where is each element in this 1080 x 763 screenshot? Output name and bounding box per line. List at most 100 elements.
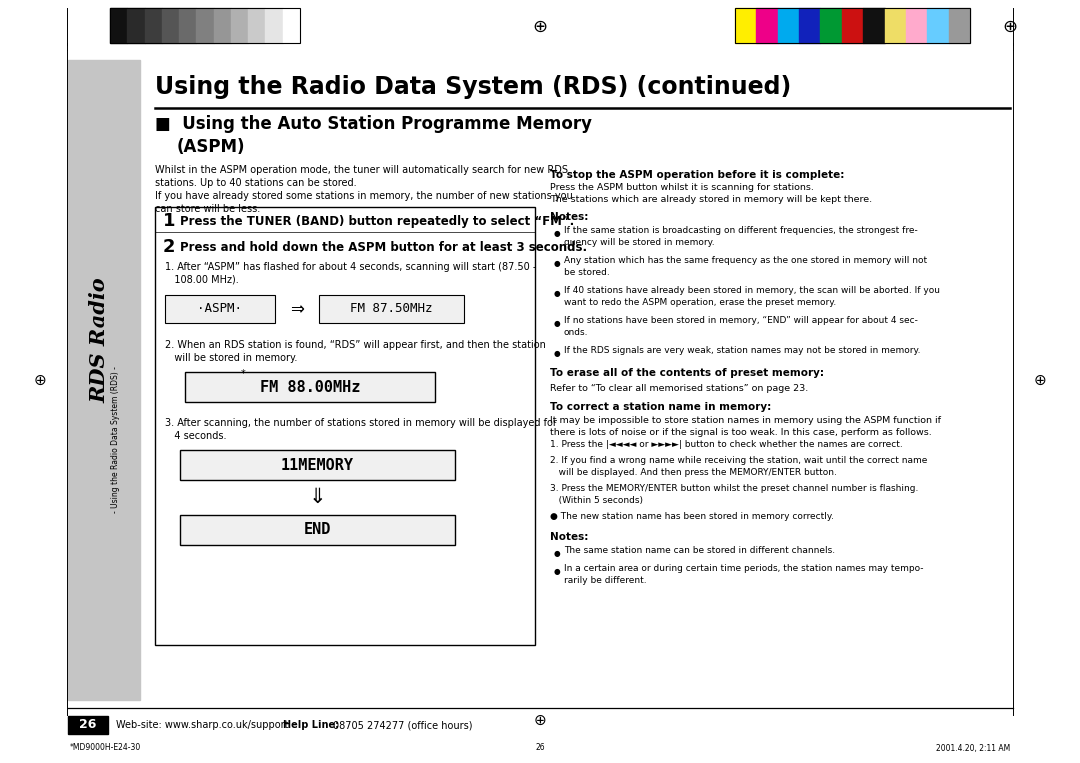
Text: will be displayed. And then press the MEMORY/ENTER button.: will be displayed. And then press the ME… <box>550 468 837 477</box>
Text: (ASPM): (ASPM) <box>177 138 245 156</box>
Text: The same station name can be stored in different channels.: The same station name can be stored in d… <box>564 546 835 555</box>
Text: stations. Up to 40 stations can be stored.: stations. Up to 40 stations can be store… <box>156 178 356 188</box>
Text: In a certain area or during certain time periods, the station names may tempo-: In a certain area or during certain time… <box>564 564 923 573</box>
Bar <box>110 8 127 43</box>
Bar <box>68 60 140 700</box>
Text: ● The new station name has been stored in memory correctly.: ● The new station name has been stored i… <box>550 512 834 521</box>
Bar <box>156 207 535 645</box>
Text: If you have already stored some stations in memory, the number of new stations y: If you have already stored some stations… <box>156 191 572 201</box>
Text: can store will be less.: can store will be less. <box>156 204 260 214</box>
Bar <box>165 295 275 323</box>
Text: Refer to “To clear all memorised stations” on page 23.: Refer to “To clear all memorised station… <box>550 384 808 393</box>
Bar <box>799 8 821 43</box>
Text: FM 88.00MHz: FM 88.00MHz <box>260 379 361 394</box>
Text: ●: ● <box>554 319 561 328</box>
Text: 2: 2 <box>163 238 175 256</box>
Text: want to redo the ASPM operation, erase the preset memory.: want to redo the ASPM operation, erase t… <box>564 298 836 307</box>
Text: FM 87.50MHz: FM 87.50MHz <box>350 302 433 315</box>
Text: 2. If you find a wrong name while receiving the station, wait until the correct : 2. If you find a wrong name while receiv… <box>550 456 928 465</box>
Bar <box>841 8 863 43</box>
Text: 2001.4.20, 2:11 AM: 2001.4.20, 2:11 AM <box>935 743 1010 752</box>
Text: ⊕: ⊕ <box>33 372 46 388</box>
Text: Web-site: www.sharp.co.uk/support: Web-site: www.sharp.co.uk/support <box>116 720 288 730</box>
Text: ●: ● <box>554 349 561 358</box>
Text: 1. After “ASPM” has flashed for about 4 seconds, scanning will start (87.50 -: 1. After “ASPM” has flashed for about 4 … <box>165 262 537 272</box>
Text: ●: ● <box>554 259 561 268</box>
Text: 4 seconds.: 4 seconds. <box>165 431 227 441</box>
Text: END: END <box>303 523 332 537</box>
Bar <box>735 8 970 43</box>
Text: quency will be stored in memory.: quency will be stored in memory. <box>564 238 715 247</box>
Text: - Using the Radio Data System (RDS) -: - Using the Radio Data System (RDS) - <box>111 366 121 513</box>
Text: It may be impossible to store station names in memory using the ASPM function if: It may be impossible to store station na… <box>550 416 941 425</box>
Text: ⁎: ⁎ <box>241 366 245 376</box>
Bar <box>68 716 108 734</box>
Text: Using the Radio Data System (RDS) (continued): Using the Radio Data System (RDS) (conti… <box>156 75 792 99</box>
Text: To erase all of the contents of preset memory:: To erase all of the contents of preset m… <box>550 368 824 378</box>
Bar <box>179 8 197 43</box>
Text: If no stations have been stored in memory, “END” will appear for about 4 sec-: If no stations have been stored in memor… <box>564 316 918 325</box>
Text: will be stored in memory.: will be stored in memory. <box>165 353 297 363</box>
Text: 3. After scanning, the number of stations stored in memory will be displayed for: 3. After scanning, the number of station… <box>165 418 557 428</box>
Bar <box>735 8 756 43</box>
Bar <box>197 8 214 43</box>
Text: 3. Press the MEMORY/ENTER button whilst the preset channel number is flashing.: 3. Press the MEMORY/ENTER button whilst … <box>550 484 918 493</box>
Text: Press the ASPM button whilst it is scanning for stations.: Press the ASPM button whilst it is scann… <box>550 183 814 192</box>
Text: ⊕: ⊕ <box>1034 372 1047 388</box>
Bar <box>283 8 300 43</box>
Text: rarily be different.: rarily be different. <box>564 576 647 585</box>
Text: be stored.: be stored. <box>564 268 610 277</box>
Bar <box>266 8 283 43</box>
Bar <box>180 515 455 545</box>
Bar <box>821 8 841 43</box>
Bar <box>778 8 799 43</box>
Bar <box>948 8 970 43</box>
Text: 26: 26 <box>536 743 544 752</box>
Bar <box>928 8 948 43</box>
Bar <box>863 8 885 43</box>
Text: RDS Radio: RDS Radio <box>89 277 109 403</box>
Bar <box>906 8 928 43</box>
Text: 2. When an RDS station is found, “RDS” will appear first, and then the station: 2. When an RDS station is found, “RDS” w… <box>165 340 545 350</box>
Text: Press the TUNER (BAND) button repeatedly to select “FM”.: Press the TUNER (BAND) button repeatedly… <box>180 215 575 228</box>
Bar <box>162 8 179 43</box>
Bar <box>185 372 435 402</box>
Text: 1: 1 <box>163 212 175 230</box>
Bar <box>319 295 464 323</box>
Text: ●: ● <box>554 229 561 238</box>
Text: 1. Press the |◄◄◄◄ or ►►►►| button to check whether the names are correct.: 1. Press the |◄◄◄◄ or ►►►►| button to ch… <box>550 440 903 449</box>
Bar <box>145 8 162 43</box>
Text: If the same station is broadcasting on different frequencies, the strongest fre-: If the same station is broadcasting on d… <box>564 226 918 235</box>
Text: ⊕: ⊕ <box>532 18 548 36</box>
Text: ⇓: ⇓ <box>309 487 326 507</box>
Bar <box>214 8 231 43</box>
Bar <box>756 8 778 43</box>
Bar <box>127 8 145 43</box>
Text: Whilst in the ASPM operation mode, the tuner will automatically search for new R: Whilst in the ASPM operation mode, the t… <box>156 165 568 175</box>
Text: ⊕: ⊕ <box>1002 18 1017 36</box>
Text: Press and hold down the ASPM button for at least 3 seconds.: Press and hold down the ASPM button for … <box>180 241 588 254</box>
Bar <box>885 8 906 43</box>
Text: ·ASPM·: ·ASPM· <box>198 302 243 315</box>
Text: To stop the ASPM operation before it is complete:: To stop the ASPM operation before it is … <box>550 170 845 180</box>
Text: Notes:: Notes: <box>550 212 589 222</box>
Text: there is lots of noise or if the signal is too weak. In this case, perform as fo: there is lots of noise or if the signal … <box>550 428 932 437</box>
Text: Help Line:: Help Line: <box>283 720 339 730</box>
Text: ●: ● <box>554 567 561 576</box>
Text: ●: ● <box>554 289 561 298</box>
Text: ■  Using the Auto Station Programme Memory: ■ Using the Auto Station Programme Memor… <box>156 115 592 133</box>
Text: Any station which has the same frequency as the one stored in memory will not: Any station which has the same frequency… <box>564 256 927 265</box>
Text: If the RDS signals are very weak, station names may not be stored in memory.: If the RDS signals are very weak, statio… <box>564 346 920 355</box>
Bar <box>180 450 455 480</box>
Text: ⇒: ⇒ <box>291 300 303 318</box>
Text: ●: ● <box>554 549 561 558</box>
Text: To correct a station name in memory:: To correct a station name in memory: <box>550 402 771 412</box>
Bar <box>231 8 248 43</box>
Text: If 40 stations have already been stored in memory, the scan will be aborted. If : If 40 stations have already been stored … <box>564 286 940 295</box>
Text: ⊕: ⊕ <box>534 713 546 727</box>
Text: 108.00 MHz).: 108.00 MHz). <box>165 275 239 285</box>
Text: The stations which are already stored in memory will be kept there.: The stations which are already stored in… <box>550 195 873 204</box>
Text: 26: 26 <box>79 719 97 732</box>
Text: 08705 274277 (office hours): 08705 274277 (office hours) <box>333 720 473 730</box>
Bar <box>110 8 300 43</box>
